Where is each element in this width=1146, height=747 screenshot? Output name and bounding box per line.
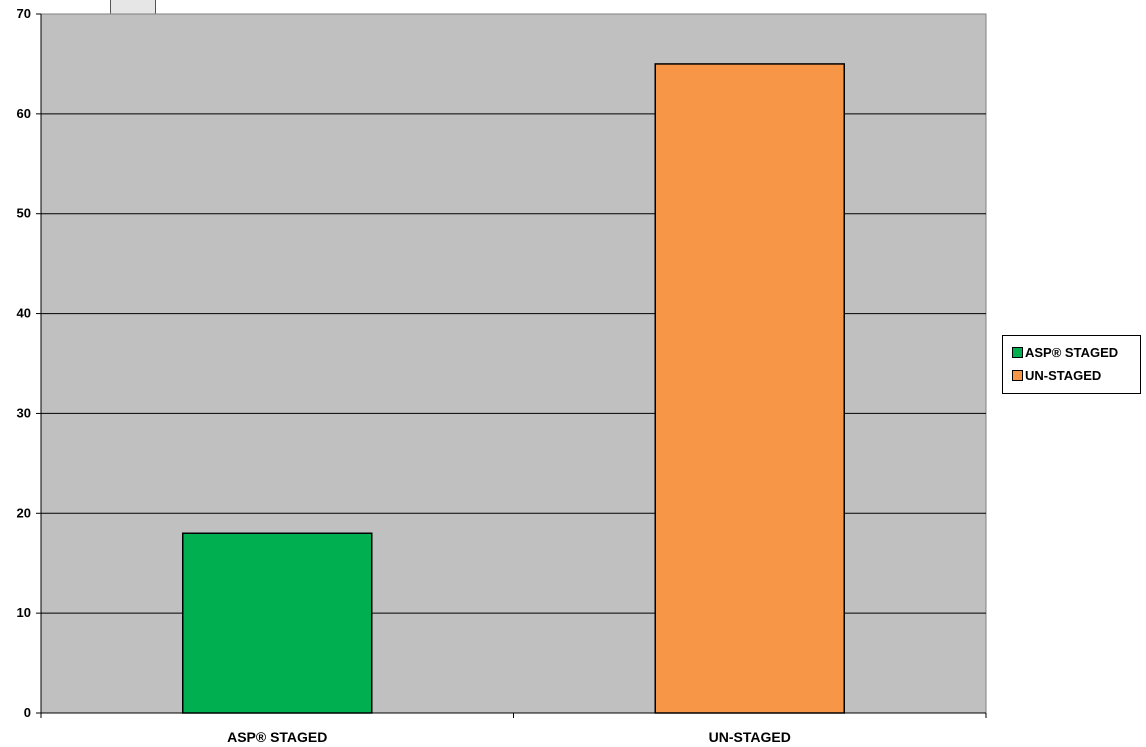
x-category-labels: ASP® STAGED UN-STAGED — [227, 729, 791, 745]
bar-asp-staged — [182, 532, 373, 714]
y-tick-label: 10 — [17, 605, 31, 620]
y-tick-label: 20 — [17, 505, 31, 520]
legend-item-un-staged: UN-STAGED — [1012, 364, 1140, 387]
y-tick-label: 60 — [17, 106, 31, 121]
legend-swatch-un-staged — [1012, 370, 1023, 381]
legend-label-un-staged: UN-STAGED — [1025, 368, 1102, 383]
y-tick-labels: 0 10 20 30 40 50 60 70 — [17, 6, 31, 720]
y-tick-label: 50 — [17, 206, 31, 221]
y-tick-label: 0 — [24, 705, 31, 720]
x-category-label: UN-STAGED — [709, 729, 791, 745]
y-tick-label: 70 — [17, 6, 31, 21]
legend: ASP® STAGED UN-STAGED — [1002, 335, 1141, 394]
x-category-label: ASP® STAGED — [227, 729, 327, 745]
legend-swatch-asp-staged — [1012, 347, 1023, 358]
bars — [182, 63, 845, 714]
y-tick-label: 40 — [17, 306, 31, 321]
axes — [36, 13, 987, 718]
y-tick-label: 30 — [17, 405, 31, 420]
legend-item-asp-staged: ASP® STAGED — [1012, 341, 1140, 364]
legend-label-asp-staged: ASP® STAGED — [1025, 345, 1119, 360]
bar-un-staged — [654, 63, 845, 714]
